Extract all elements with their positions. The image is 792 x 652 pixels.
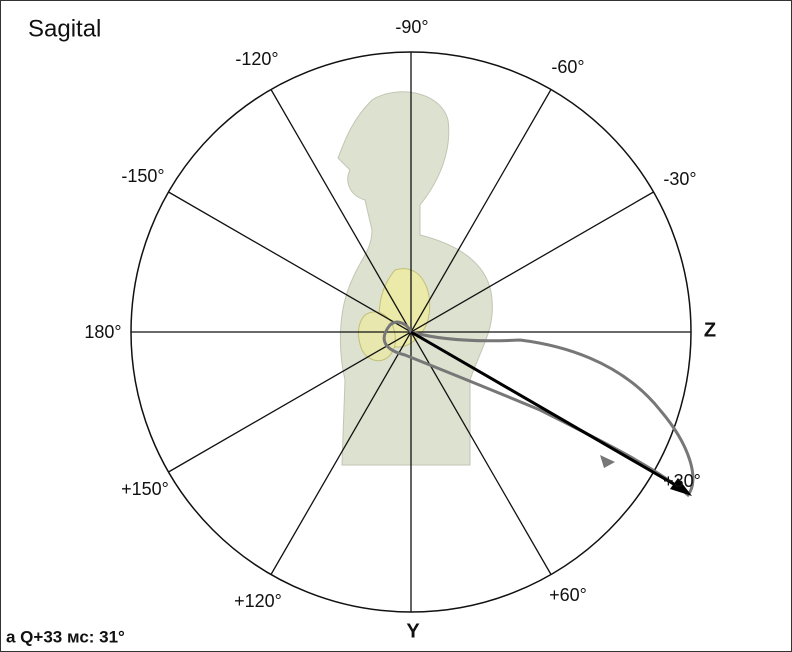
loop-arrowhead	[600, 455, 615, 468]
axis-label: Y	[406, 620, 420, 642]
caption: a Q+33 мс: 31°	[6, 627, 125, 646]
angle-label: 180°	[84, 322, 121, 342]
angle-label: +120°	[234, 591, 282, 611]
title: Sagital	[28, 15, 101, 42]
heart-atrium	[357, 311, 396, 362]
angle-label: -30°	[663, 169, 696, 189]
angle-label: -120°	[235, 49, 278, 69]
angle-label: +60°	[549, 585, 587, 605]
angle-label: -150°	[121, 166, 164, 186]
angle-label: +30°	[663, 471, 701, 491]
angle-label: -60°	[551, 57, 584, 77]
vector-arrowhead	[670, 478, 692, 496]
axis-label: Z	[704, 319, 716, 341]
torso	[337, 91, 493, 466]
vector-arrow	[410, 330, 685, 492]
angle-label: +150°	[121, 479, 169, 499]
angle-label: -90°	[395, 17, 428, 37]
vector-loop	[382, 320, 695, 498]
